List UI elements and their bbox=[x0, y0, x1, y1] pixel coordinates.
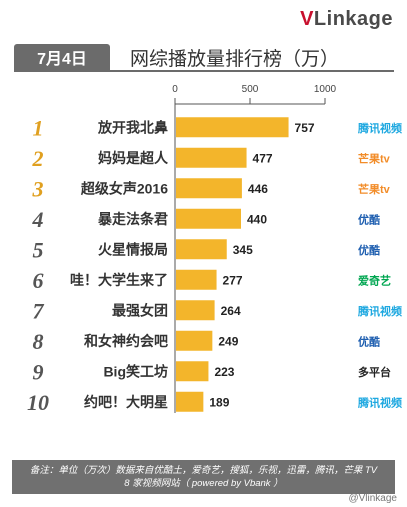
platform-label-9: 多平台 bbox=[358, 365, 391, 379]
category-label-7: 最强女团 bbox=[112, 302, 168, 318]
bar-10 bbox=[176, 391, 204, 412]
bar-7 bbox=[176, 300, 215, 321]
category-label-4: 暴走法条君 bbox=[97, 211, 168, 227]
platform-label-10: 腾讯视频 bbox=[358, 395, 402, 409]
brand-logo: VLinkage bbox=[300, 8, 393, 30]
x-tick-label-1: 500 bbox=[242, 84, 259, 95]
rank-label-1: 1 bbox=[33, 115, 44, 140]
bar-2 bbox=[176, 147, 247, 168]
rank-label-5: 5 bbox=[33, 237, 44, 262]
category-label-6: 哇！大学生来了 bbox=[70, 272, 168, 288]
platform-label-1: 腾讯视频 bbox=[358, 121, 402, 135]
platform-label-6: 爱奇艺 bbox=[358, 273, 391, 287]
rank-label-7: 7 bbox=[33, 298, 45, 323]
x-tick-label-2: 1000 bbox=[314, 84, 337, 95]
platform-label-3: 芒果tv bbox=[358, 182, 391, 196]
bar-chart: 0 500 1000 1 放开我北鼻 757 腾讯视频 2 妈妈是超人 477 芒果tv 3 超级女声2… bbox=[27, 84, 402, 415]
chart-title: 网综播放量排行榜（万） bbox=[130, 48, 340, 70]
footer-line-2: 8 家视频网站（ powered by Vbank ） bbox=[124, 478, 283, 489]
category-label-10: 约吧！大明星 bbox=[84, 394, 168, 410]
footer-line-1: 备注：单位（万次）数据来自优酷土，爱奇艺，搜狐，乐视，迅雷，腾讯，芒果 TV bbox=[29, 465, 378, 476]
date-tab: 7月4日 bbox=[14, 44, 110, 70]
rank-label-9: 9 bbox=[33, 359, 44, 384]
rank-label-8: 8 bbox=[33, 329, 44, 354]
platform-label-8: 优酷 bbox=[358, 334, 380, 348]
rank-label-2: 2 bbox=[32, 146, 44, 171]
category-label-1: 放开我北鼻 bbox=[97, 119, 168, 135]
value-label-8: 249 bbox=[218, 334, 238, 348]
category-label-3: 超级女声2016 bbox=[80, 180, 168, 196]
category-label-8: 和女神约会吧 bbox=[84, 333, 168, 349]
value-label-3: 446 bbox=[248, 182, 268, 196]
bar-6 bbox=[176, 269, 217, 290]
value-label-10: 189 bbox=[209, 395, 229, 409]
rank-label-4: 4 bbox=[32, 207, 44, 232]
category-label-2: 妈妈是超人 bbox=[98, 150, 169, 166]
value-label-1: 757 bbox=[295, 121, 315, 135]
bar-5 bbox=[176, 239, 227, 260]
title-rule bbox=[14, 70, 394, 72]
rank-label-10: 10 bbox=[27, 390, 49, 415]
platform-label-7: 腾讯视频 bbox=[358, 304, 402, 318]
rank-label-3: 3 bbox=[32, 176, 44, 201]
platform-label-4: 优酷 bbox=[358, 212, 380, 226]
x-tick-label-0: 0 bbox=[172, 84, 178, 95]
bar-8 bbox=[176, 330, 213, 351]
platform-label-5: 优酷 bbox=[358, 243, 380, 257]
value-label-6: 277 bbox=[223, 273, 243, 287]
value-label-5: 345 bbox=[233, 243, 253, 257]
bar-1 bbox=[176, 117, 289, 138]
watermark: @Vlinkage bbox=[348, 493, 397, 504]
value-label-7: 264 bbox=[221, 304, 241, 318]
value-label-4: 440 bbox=[247, 212, 267, 226]
footer-note: 备注：单位（万次）数据来自优酷土，爱奇艺，搜狐，乐视，迅雷，腾讯，芒果 TV 8… bbox=[12, 460, 395, 494]
category-label-5: 火星情报局 bbox=[98, 241, 168, 257]
platform-label-2: 芒果tv bbox=[358, 151, 391, 165]
bar-4 bbox=[176, 208, 241, 229]
bar-3 bbox=[176, 178, 242, 199]
bar-9 bbox=[176, 361, 209, 382]
value-label-9: 223 bbox=[214, 365, 234, 379]
value-label-2: 477 bbox=[253, 151, 273, 165]
category-label-9: Big笑工坊 bbox=[103, 363, 168, 379]
rank-label-6: 6 bbox=[33, 268, 44, 293]
